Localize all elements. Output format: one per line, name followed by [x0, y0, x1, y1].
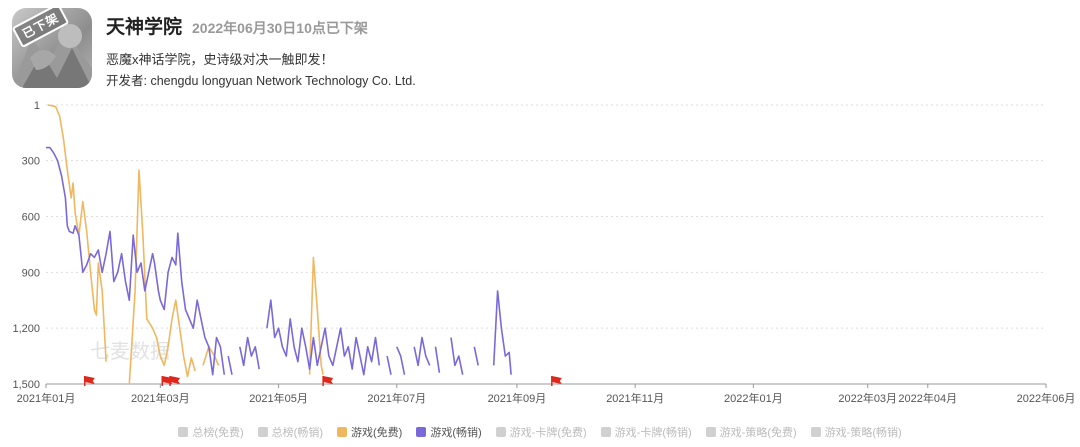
- legend-item[interactable]: 游戏-卡牌(畅销): [600, 424, 692, 440]
- y-tick-label: 1,200: [12, 323, 40, 335]
- y-tick-label: 1: [34, 100, 40, 112]
- watermark: 七麦数据: [90, 339, 170, 363]
- series-line-grossing: [434, 346, 441, 373]
- legend-swatch: [705, 427, 716, 437]
- legend-swatch: [178, 427, 189, 437]
- x-tick-label: 2021年05月: [249, 391, 308, 405]
- legend-label: 总榜(免费): [192, 427, 244, 439]
- app-icon: 已下架: [12, 8, 92, 88]
- legend-swatch: [600, 427, 611, 437]
- event-flag: [551, 376, 562, 384]
- legend-item[interactable]: 游戏-策略(免费): [705, 424, 797, 440]
- title-row: 天神学院 2022年06月30日10点已下架: [106, 12, 368, 39]
- legend-item[interactable]: 游戏-卡牌(免费): [495, 424, 587, 440]
- x-tick-label: 2022年04月: [898, 391, 957, 405]
- legend-item[interactable]: 游戏-策略(畅销): [810, 424, 902, 440]
- legend-item[interactable]: 游戏(畅销): [416, 424, 482, 440]
- delist-status: 2022年06月30日10点已下架: [192, 20, 368, 36]
- x-tick-label: 2022年01月: [724, 391, 783, 405]
- app-name: 天神学院: [106, 17, 183, 38]
- x-tick-label: 2021年09月: [488, 391, 547, 405]
- legend-item[interactable]: 总榜(免费): [178, 424, 244, 440]
- x-tick-label: 2022年03月: [838, 391, 897, 405]
- y-tick-label: 300: [22, 156, 40, 168]
- series-line-grossing: [450, 337, 464, 375]
- event-flag: [84, 376, 95, 384]
- legend-label: 游戏-策略(畅销): [824, 427, 902, 439]
- legend-label: 游戏-卡牌(免费): [509, 427, 587, 439]
- legend-label: 游戏-卡牌(畅销): [614, 427, 692, 439]
- series-line-free: [47, 104, 107, 362]
- chart-legend: 总榜(免费) 总榜(畅销) 游戏(免费) 游戏(畅销) 游戏-卡牌(免费) 游戏-卡牌(畅…: [0, 424, 1080, 440]
- app-slogan: 恶魔x神话学院，史诗级对决一触即发！: [106, 52, 334, 67]
- legend-swatch: [416, 427, 427, 437]
- legend-label: 游戏(畅销): [430, 427, 482, 439]
- x-tick-label: 2021年07月: [367, 391, 426, 405]
- series-line-grossing: [46, 146, 226, 376]
- y-tick-label: 600: [22, 211, 40, 223]
- legend-label: 游戏(免费): [351, 427, 403, 439]
- legend-swatch: [337, 427, 347, 437]
- legend-item[interactable]: 游戏(免费): [337, 424, 402, 440]
- x-tick-label: 2021年11月: [606, 391, 664, 405]
- x-tick-label: 2022年06月: [1017, 391, 1076, 405]
- x-tick-label: 2021年01月: [17, 391, 76, 405]
- series-line-free: [202, 345, 220, 366]
- legend-item[interactable]: 总榜(畅销): [257, 424, 323, 440]
- event-flag: [323, 376, 334, 384]
- developer-info: 开发者: chengdu longyuan Network Technology…: [106, 74, 416, 88]
- y-tick-label: 1,500: [12, 379, 40, 391]
- series-line-grossing: [266, 299, 381, 376]
- series-line-free: [308, 256, 324, 375]
- series-line-grossing: [473, 346, 479, 366]
- series-line-grossing: [227, 355, 233, 375]
- series-line-grossing: [386, 355, 392, 375]
- series-line-grossing: [413, 336, 431, 367]
- legend-swatch: [257, 427, 268, 437]
- legend-swatch: [495, 427, 506, 437]
- legend-label: 总榜(畅销): [271, 427, 323, 439]
- y-tick-label: 900: [22, 267, 40, 279]
- legend-swatch: [810, 427, 821, 437]
- series-line-free: [128, 169, 196, 385]
- event-flag: [170, 376, 181, 384]
- series-line-grossing: [396, 346, 406, 375]
- legend-label: 游戏-策略(免费): [719, 427, 797, 439]
- series-line-grossing: [239, 336, 260, 370]
- series-line-grossing: [492, 290, 512, 375]
- x-tick-label: 2021年03月: [131, 391, 190, 405]
